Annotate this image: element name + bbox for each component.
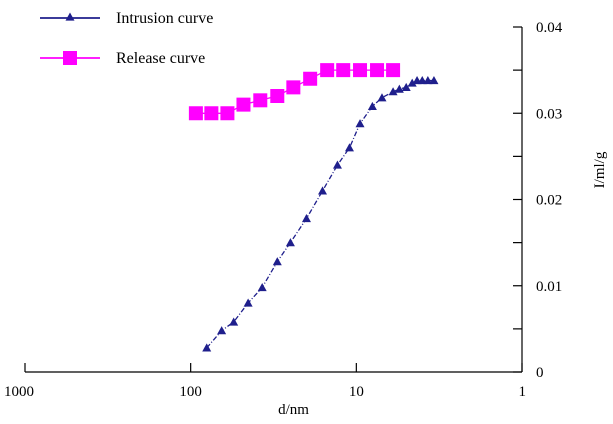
x-ticks: 1000 100 10 1 [4,363,526,400]
y-ticks: 0 0.01 0.02 0.03 0.04 [513,20,563,381]
intrusion-point [355,119,365,128]
y-tick-label: 0.02 [536,193,562,209]
legend-item-release: Release curve [40,50,205,67]
series-layer [188,63,439,352]
release-point [220,106,235,121]
axes [25,27,523,373]
release-point [204,106,219,121]
release-point [286,80,301,95]
x-tick-label: 10 [349,384,364,400]
intrusion-point [344,143,354,152]
x-axis-title: d/nm [278,402,309,418]
intrusion-point [367,101,377,110]
release-point [336,63,351,78]
intrusion-point [332,160,342,169]
release-point [253,93,268,108]
release-point [236,97,251,112]
y-tick-label: 0.01 [536,279,562,295]
release-point [270,89,285,103]
intrusion-point [388,87,398,96]
legend-release-marker [63,51,77,65]
intrusion-point [202,343,212,352]
y-axis-title: I/ml/g [592,151,608,188]
y-tick-label: 0 [536,365,544,381]
intrusion-point [217,326,227,335]
y-tick-label: 0.03 [536,106,562,122]
legend-release-label: Release curve [116,50,205,67]
intrusion-series [202,75,439,352]
intrusion-point [377,93,387,102]
release-point [320,63,335,78]
intrusion-point [243,298,253,307]
intrusion-point [229,317,239,326]
legend-item-intrusion: Intrusion curve [40,10,213,27]
intrusion-point [301,213,311,223]
intrusion-point [423,75,433,85]
x-tick-label: 1000 [4,384,34,400]
release-point [303,71,318,86]
x-tick-label: 1 [519,384,527,400]
release-point [353,63,368,78]
intrusion-point [394,84,404,93]
intrusion-point [285,238,295,247]
intrusion-point [257,282,267,292]
release-point [370,63,385,78]
legend: Intrusion curve Release curve [40,10,213,67]
intrusion-curve-line [206,79,434,349]
y-tick-label: 0.04 [536,20,563,36]
intrusion-point [429,75,439,85]
release-series [188,63,401,121]
x-tick-label: 100 [179,384,202,400]
intrusion-point [318,186,328,195]
intrusion-point [401,82,411,91]
intrusion-point [407,78,417,87]
release-point [188,106,203,121]
intrusion-point [272,257,282,266]
legend-intrusion-marker [65,12,75,21]
legend-intrusion-label: Intrusion curve [116,10,213,27]
release-point [386,63,401,78]
